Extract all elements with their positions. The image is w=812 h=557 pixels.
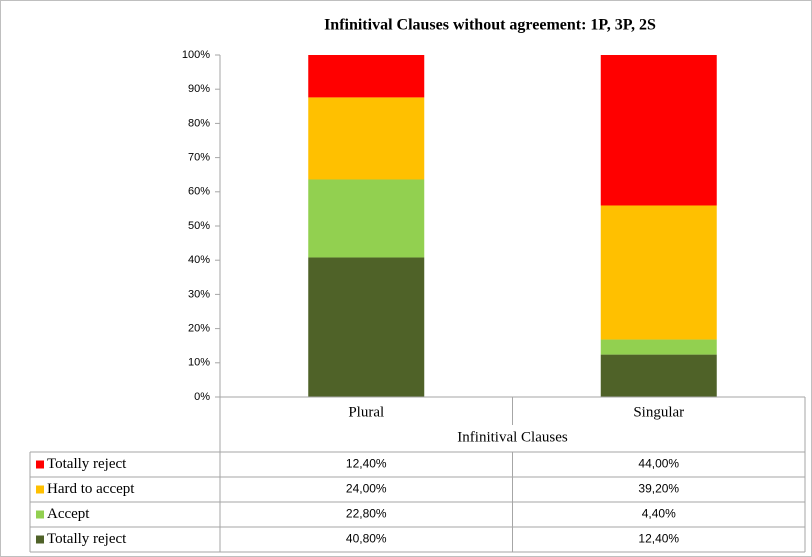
- bar-segment: [308, 257, 425, 397]
- x-tick-label: Plural: [348, 404, 384, 420]
- y-tick-label: 70%: [188, 152, 210, 164]
- y-tick-label: 100%: [182, 49, 210, 61]
- y-tick-label: 20%: [188, 323, 210, 335]
- y-tick-label: 10%: [188, 357, 210, 369]
- y-tick-label: 60%: [188, 186, 210, 198]
- table-value: 39,20%: [638, 482, 679, 496]
- y-tick-label: 80%: [188, 117, 210, 129]
- y-tick-label: 90%: [188, 83, 210, 95]
- x-tick-label: Singular: [633, 404, 684, 420]
- bar-segment: [308, 55, 425, 98]
- table-value: 12,40%: [638, 532, 679, 546]
- legend-swatch: [36, 535, 44, 544]
- bar-segment: [600, 55, 717, 206]
- legend-swatch: [36, 460, 44, 469]
- chart-title: Infinitival Clauses without agreement: 1…: [324, 17, 656, 34]
- table-value: 40,80%: [346, 532, 387, 546]
- table-value: 24,00%: [346, 482, 387, 496]
- y-tick-label: 40%: [188, 254, 210, 266]
- bar-segment: [600, 354, 717, 397]
- bar-segment: [308, 97, 425, 180]
- y-tick-label: 30%: [188, 288, 210, 300]
- legend-label: Accept: [47, 506, 90, 522]
- bar-segment: [308, 179, 425, 258]
- y-tick-label: 50%: [188, 220, 210, 232]
- table-value: 4,40%: [642, 507, 676, 521]
- table-value: 44,00%: [638, 457, 679, 471]
- bar-segment: [600, 339, 717, 355]
- legend-label: Hard to accept: [47, 481, 135, 497]
- legend-swatch: [36, 510, 44, 519]
- table-value: 22,80%: [346, 507, 387, 521]
- legend-label: Totally reject: [47, 456, 127, 472]
- x-axis-label: Infinitival Clauses: [457, 429, 568, 445]
- legend-swatch: [36, 485, 44, 494]
- bar-segment: [600, 205, 717, 340]
- legend-label: Totally reject: [47, 531, 127, 547]
- table-value: 12,40%: [346, 457, 387, 471]
- y-tick-label: 0%: [194, 391, 210, 403]
